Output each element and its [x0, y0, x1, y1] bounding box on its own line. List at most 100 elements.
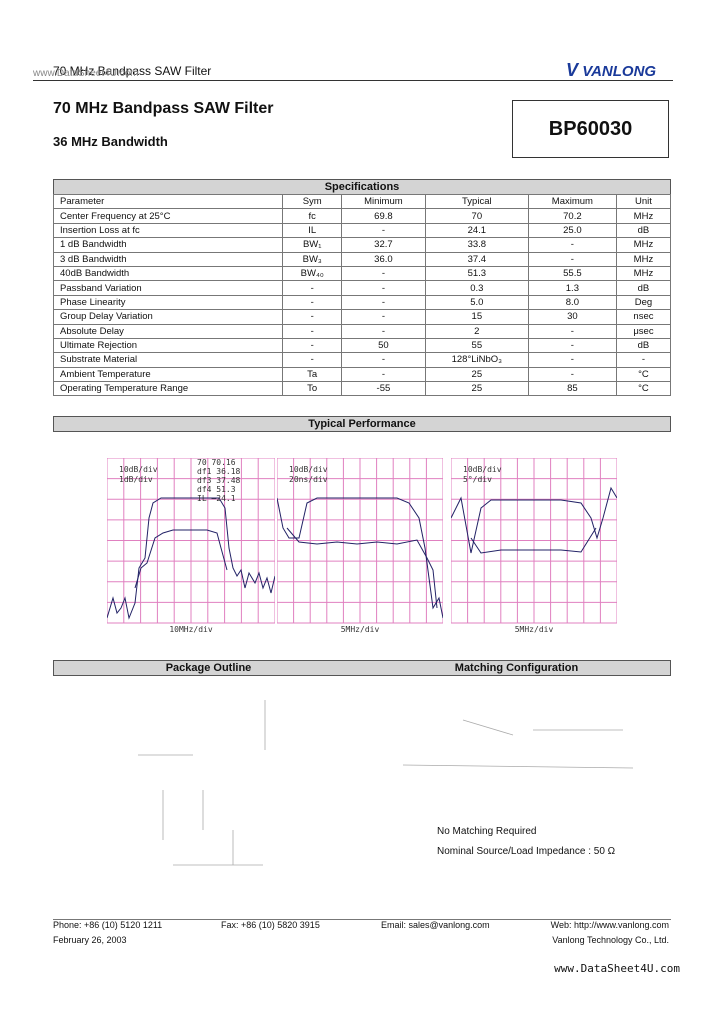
table-cell: Insertion Loss at fc [52, 222, 284, 239]
table-cell: 33.8 [424, 237, 529, 253]
plot-label: 20ns/div [289, 475, 328, 484]
table-cell: Center Frequency at 25°C [52, 208, 284, 224]
table-cell: 85 [527, 381, 617, 397]
table-cell: 1 dB Bandwidth [52, 237, 284, 253]
table-row: Parameter Sym Minimum Typical Maximum Unit [52, 193, 672, 210]
table-row: Ambient Temperature Ta -25- °C [52, 366, 672, 383]
web: Web: http://www.vanlong.com [550, 920, 669, 930]
table-row: Substrate Material - -128°LiNbO₃ - - [52, 352, 672, 368]
table-row: Operating Temperature Range To -55 25 85 °C [52, 381, 672, 397]
column-header: Sym [282, 193, 343, 210]
table-cell: - [282, 280, 343, 296]
table-cell: - [527, 251, 617, 267]
table-cell: 36.0 [341, 251, 426, 267]
table-cell: 55 [424, 337, 529, 354]
table-cell: Ultimate Rejection [52, 337, 284, 354]
table-cell: °C [615, 381, 672, 397]
table-cell: - [282, 309, 343, 325]
table-cell: 51.3 [424, 265, 529, 282]
table-cell: - [282, 323, 343, 339]
date: February 26, 2003 [53, 935, 127, 945]
table-cell: - [527, 352, 617, 368]
plot-label: 10dB/div [289, 465, 328, 474]
table-row: Passband Variation - -0.3 1.3 dB [52, 280, 672, 296]
subtitle: 36 MHz Bandwidth [53, 134, 168, 149]
table-cell: dB [615, 280, 672, 296]
table-cell: - [282, 294, 343, 311]
plot-label: 5°/div [463, 475, 492, 484]
table-cell: 37.4 [424, 251, 529, 267]
drawings [138, 700, 634, 866]
table-cell: - [341, 323, 426, 339]
table-cell: Ambient Temperature [52, 366, 284, 383]
table-row: Absolute Delay - -2- μsec [52, 323, 672, 339]
table-cell: To [282, 381, 343, 397]
table-cell: - [341, 366, 426, 383]
watermark: www.DataSheet4U.com [33, 68, 139, 79]
column-header: Unit [615, 193, 672, 210]
logo-text: VANLONG [582, 63, 657, 80]
table-cell: - [527, 366, 617, 383]
table-cell: - [282, 352, 343, 368]
table-cell: - [527, 237, 617, 253]
plot-label: 10dB/div [119, 465, 158, 474]
table-cell: dB [615, 222, 672, 239]
table-cell: 50 [341, 337, 426, 354]
marker-label: 70 70.16 [197, 458, 236, 467]
plot-label: 10dB/div [463, 465, 502, 474]
rule [33, 80, 673, 81]
table-cell: Group Delay Variation [52, 309, 284, 325]
table-cell: 25 [424, 366, 529, 383]
plot-label: 1dB/div [119, 475, 153, 484]
table-row: Phase Linearity - -5.0 8.0 Deg [52, 294, 672, 311]
company: Vanlong Technology Co., Ltd. [552, 935, 669, 945]
spec-title: Specifications [53, 179, 671, 195]
marker-label: df3 37.48 [197, 476, 241, 485]
watermark: www.DataSheet4U.com [554, 962, 680, 975]
perf-title: Typical Performance [53, 416, 671, 432]
spec-table: Parameter Sym Minimum Typical Maximum Unit Cen… [52, 193, 672, 397]
table-cell: - [341, 265, 426, 282]
table-cell: - [527, 337, 617, 354]
table-cell: 40dB Bandwidth [52, 265, 284, 282]
table-cell: MHz [615, 265, 672, 282]
table-cell: MHz [615, 251, 672, 267]
phone: Phone: +86 (10) 5120 1211 [53, 920, 163, 930]
rule [53, 919, 671, 920]
table-cell: MHz [615, 237, 672, 253]
table-cell: BW₁ [282, 237, 343, 253]
table-cell: 15 [424, 309, 529, 325]
table-cell: - [282, 337, 343, 354]
matching-title: Matching Configuration [363, 661, 670, 675]
x-axis-label: 5MHz/div [515, 625, 554, 634]
table-cell: 5.0 [424, 294, 529, 311]
table-cell: dB [615, 337, 672, 354]
table-cell: 69.8 [341, 208, 426, 224]
table-row: Group Delay Variation - -15 30 nsec [52, 309, 672, 325]
table-cell: 1.3 [527, 280, 617, 296]
table-cell: Ta [282, 366, 343, 383]
table-cell: Substrate Material [52, 352, 284, 368]
table-cell: 128°LiNbO₃ [424, 352, 529, 368]
table-cell: °C [615, 366, 672, 383]
matching-note: No Matching Required [437, 826, 537, 837]
table-cell: 55.5 [527, 265, 617, 282]
column-header: Minimum [341, 193, 426, 210]
table-cell: Passband Variation [52, 280, 284, 296]
table-cell: Operating Temperature Range [52, 381, 284, 397]
table-row: 40dB Bandwidth BW₄₀ -51.3 55.5 MHz [52, 265, 672, 282]
table-cell: 24.1 [424, 222, 529, 239]
table-cell: - [341, 294, 426, 311]
table-cell: 70 [424, 208, 529, 224]
table-cell: 25 [424, 381, 529, 397]
section-bar: Package Outline Matching Configuration [53, 660, 671, 676]
x-axis-label: 10MHz/div [169, 625, 213, 634]
table-cell: 0.3 [424, 280, 529, 296]
marker-label: df4 51.3 [197, 485, 236, 494]
table-cell: - [341, 352, 426, 368]
table-row: Ultimate Rejection -50 55- dB [52, 337, 672, 354]
part-number: BP60030 [512, 100, 669, 158]
